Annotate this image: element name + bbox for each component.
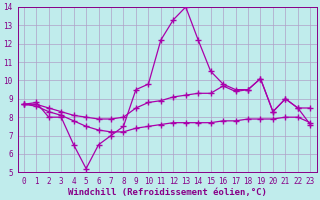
X-axis label: Windchill (Refroidissement éolien,°C): Windchill (Refroidissement éolien,°C) <box>68 188 267 197</box>
